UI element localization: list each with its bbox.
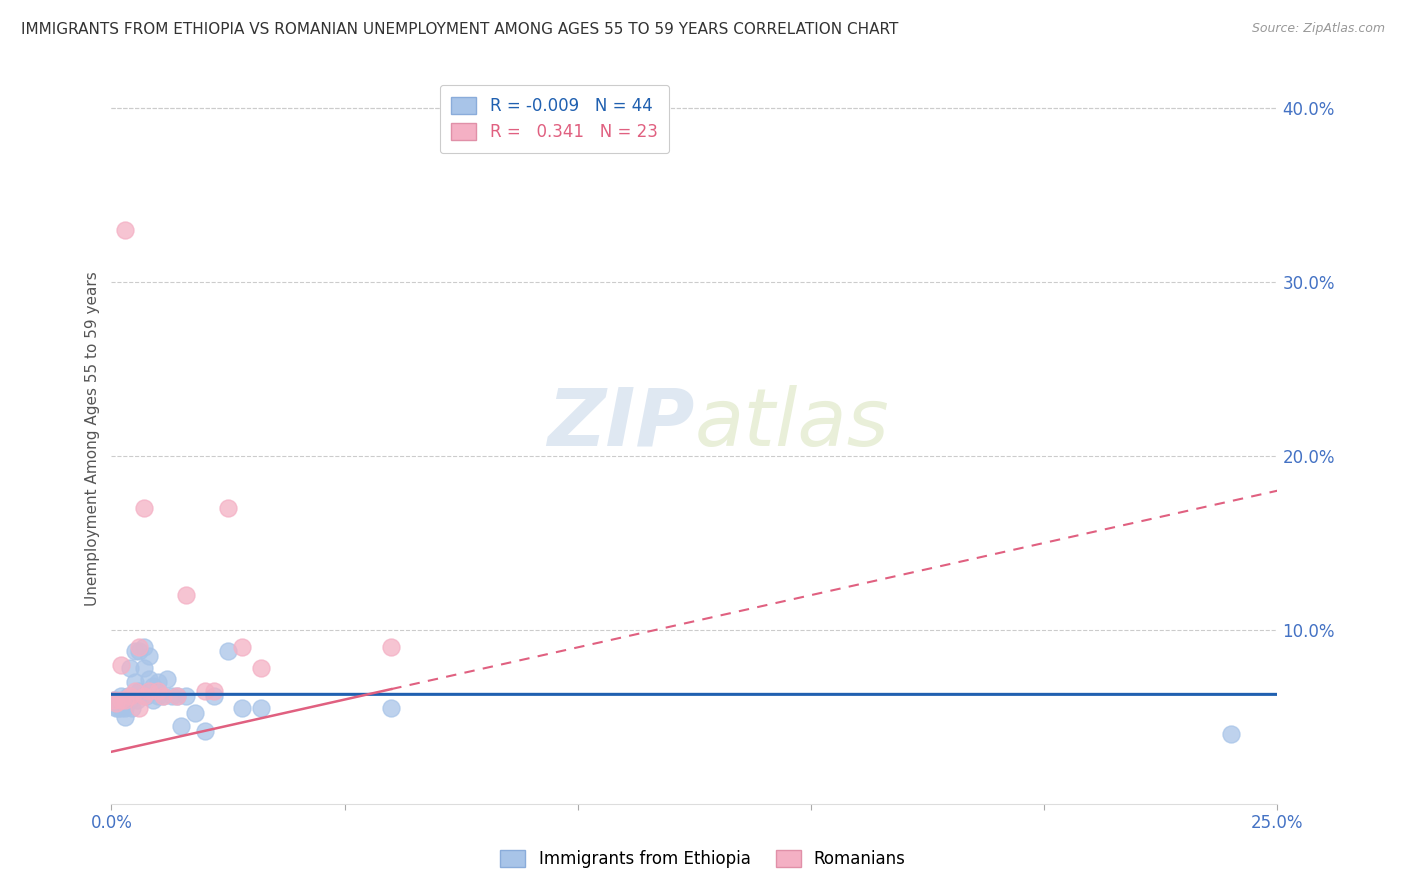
Legend: Immigrants from Ethiopia, Romanians: Immigrants from Ethiopia, Romanians <box>494 843 912 875</box>
Point <box>114 701 136 715</box>
Point <box>202 683 225 698</box>
Point <box>194 723 217 738</box>
Point <box>380 640 402 655</box>
Point <box>231 701 253 715</box>
Point <box>103 692 125 706</box>
Point <box>138 672 160 686</box>
Point <box>128 701 150 715</box>
Point <box>124 644 146 658</box>
Point <box>107 701 129 715</box>
Point <box>124 675 146 690</box>
Point <box>249 701 271 715</box>
Point <box>128 683 150 698</box>
Point <box>120 661 142 675</box>
Point <box>114 222 136 236</box>
Point <box>152 689 174 703</box>
Point <box>184 706 207 721</box>
Point <box>132 501 155 516</box>
Point <box>105 692 128 706</box>
Point <box>138 648 160 663</box>
Point <box>120 689 142 703</box>
Point <box>105 696 128 710</box>
Point <box>194 683 217 698</box>
Point <box>124 683 146 698</box>
Text: atlas: atlas <box>695 384 889 463</box>
Point <box>249 661 271 675</box>
Point <box>132 661 155 675</box>
Point <box>174 689 197 703</box>
Point <box>105 701 128 715</box>
Text: Source: ZipAtlas.com: Source: ZipAtlas.com <box>1251 22 1385 36</box>
Y-axis label: Unemployment Among Ages 55 to 59 years: Unemployment Among Ages 55 to 59 years <box>86 271 100 606</box>
Point <box>160 689 183 703</box>
Point <box>142 679 165 693</box>
Point <box>128 644 150 658</box>
Point <box>110 701 132 715</box>
Point <box>105 696 128 710</box>
Point <box>135 689 157 703</box>
Point <box>117 689 139 703</box>
Point <box>114 710 136 724</box>
Point <box>112 692 135 706</box>
Point <box>166 689 188 703</box>
Point <box>138 683 160 698</box>
Point <box>156 672 179 686</box>
Point <box>217 501 239 516</box>
Point <box>231 640 253 655</box>
Point <box>120 692 142 706</box>
Point <box>217 644 239 658</box>
Point <box>110 692 132 706</box>
Point <box>146 689 169 703</box>
Point <box>202 689 225 703</box>
Text: ZIP: ZIP <box>547 384 695 463</box>
Point <box>121 701 143 715</box>
Point <box>380 701 402 715</box>
Point <box>152 689 174 703</box>
Point <box>114 692 136 706</box>
Point <box>170 719 193 733</box>
Legend: R = -0.009   N = 44, R =   0.341   N = 23: R = -0.009 N = 44, R = 0.341 N = 23 <box>440 85 669 153</box>
Point <box>142 692 165 706</box>
Point <box>110 657 132 672</box>
Point <box>174 588 197 602</box>
Point <box>114 692 136 706</box>
Point <box>128 640 150 655</box>
Point <box>110 689 132 703</box>
Point <box>110 696 132 710</box>
Point <box>166 689 188 703</box>
Point <box>103 692 125 706</box>
Point <box>146 683 169 698</box>
Point <box>132 689 155 703</box>
Point <box>125 692 148 706</box>
Point <box>1219 727 1241 741</box>
Text: IMMIGRANTS FROM ETHIOPIA VS ROMANIAN UNEMPLOYMENT AMONG AGES 55 TO 59 YEARS CORR: IMMIGRANTS FROM ETHIOPIA VS ROMANIAN UNE… <box>21 22 898 37</box>
Point <box>132 640 155 655</box>
Point <box>146 675 169 690</box>
